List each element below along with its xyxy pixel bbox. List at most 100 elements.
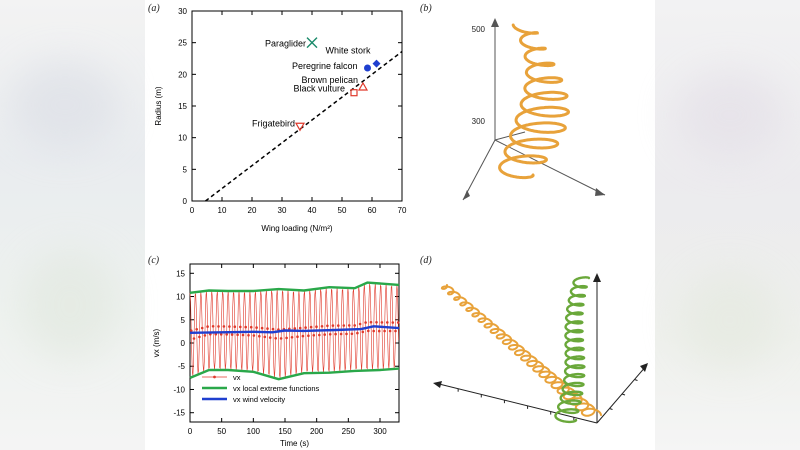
vx-marker (342, 324, 346, 327)
right-background-margin (655, 0, 800, 450)
vx-marker (328, 333, 332, 336)
vx-marker (293, 327, 297, 330)
vx-marker (198, 335, 201, 339)
vertical-trajectory-helix (554, 276, 591, 424)
upper-extreme-line (189, 281, 400, 294)
vx-marker (222, 325, 226, 328)
vx-marker (239, 325, 242, 329)
vx-marker (206, 325, 209, 328)
y-tick-label: 15 (176, 269, 185, 278)
x-tick-label: 10 (218, 206, 227, 215)
z-axis-arrow-icon (593, 273, 601, 282)
vx-marker (350, 332, 354, 336)
y-tick-label: 15 (178, 102, 187, 111)
panel-label-c: (c) (148, 255, 160, 266)
x-tick-label: 300 (373, 427, 387, 436)
vx-marker (255, 326, 258, 329)
vx-marker (285, 336, 288, 340)
point-white-stork-label: White stork (325, 46, 371, 56)
x-tick-label: 250 (342, 427, 356, 436)
legend-extreme-label: vx local extreme functions (233, 384, 320, 393)
z-tick-label-500: 500 (472, 25, 486, 34)
vx-marker (195, 328, 198, 331)
vx-marker (307, 334, 310, 337)
x-axis (462, 139, 496, 201)
x-tick-label: 20 (248, 206, 257, 215)
y-axis-tick (634, 379, 638, 381)
vx-marker (211, 325, 215, 328)
y-tick-label: 10 (176, 293, 185, 302)
background-blur (675, 70, 785, 160)
vx-marker (200, 326, 204, 330)
legend-vx-label: vx (233, 373, 241, 382)
point-brown-pelican (357, 81, 369, 91)
x-tick-label: 40 (308, 206, 317, 215)
vx-marker (318, 333, 321, 337)
vx-marker (326, 324, 329, 328)
x-tick-label: 50 (338, 206, 347, 215)
y-tick-label: 0 (183, 197, 188, 206)
y-tick-label: 20 (178, 70, 187, 79)
z-tick-label-300: 300 (472, 117, 486, 126)
x-tick-label: 70 (398, 206, 407, 215)
vx-marker (252, 334, 256, 337)
y-tick-label: -15 (173, 409, 185, 418)
vx-marker (236, 333, 239, 337)
vx-marker (301, 334, 305, 338)
x-axis-arrow-icon (463, 190, 470, 200)
y-tick-label: 30 (178, 7, 187, 16)
vx-time-series-chart: 0 50 100 150 200 250 300 -15 -10 -5 0 5 10 15 Time (s)… (152, 263, 400, 448)
point-peregrine-falcon-label: Peregrine falcon (292, 61, 358, 71)
x-tick-label: 50 (217, 427, 226, 436)
y-tick-label: 25 (178, 39, 187, 48)
y-tick-label: 5 (183, 165, 188, 174)
wind-velocity-line (189, 325, 400, 334)
y-tick-label: 0 (181, 339, 186, 348)
x-axis (434, 382, 598, 424)
y-axis-label: vx (m/s) (152, 328, 161, 357)
vx-marker (219, 333, 223, 336)
vx-marker (268, 336, 272, 339)
point-black-vulture (350, 89, 358, 97)
vx-marker (230, 333, 234, 336)
vx-marker (372, 329, 375, 333)
vx-marker (228, 325, 231, 328)
vx-marker (347, 324, 351, 327)
y-axis-tick (609, 408, 613, 410)
y-tick-label: 5 (181, 316, 186, 325)
vx-marker (361, 330, 365, 334)
y-axis-label: Radius (m) (154, 86, 163, 125)
vx-marker (337, 324, 340, 327)
point-white-stork (372, 59, 381, 68)
point-paraglider-label: Paraglider (265, 39, 306, 49)
vx-marker (263, 335, 267, 339)
vx-marker (266, 327, 269, 330)
vx-marker (192, 337, 196, 340)
x-axis-arrow-icon (433, 381, 442, 388)
vx-marker (364, 321, 367, 324)
vx-marker (383, 329, 386, 333)
x-axis-label: Wing loading (N/m²) (261, 224, 332, 233)
glider-trajectory-helix (498, 23, 571, 180)
vx-marker (396, 321, 400, 324)
y-tick-label: -10 (173, 385, 185, 394)
y-tick-label: -5 (178, 362, 186, 371)
panel-label-b: (b) (420, 3, 432, 14)
vx-marker (225, 333, 228, 336)
left-background-margin (0, 0, 145, 450)
vx-marker (367, 329, 370, 333)
axes-3d-d (434, 275, 648, 424)
background-blur (20, 250, 120, 360)
x-axis-label: Time (s) (280, 439, 309, 448)
y-axis-arrow-icon (640, 363, 648, 372)
vx-marker (214, 333, 218, 336)
vx-series-line (189, 283, 399, 378)
vx-marker (203, 334, 207, 337)
background-blur (680, 270, 780, 370)
vx-marker (247, 334, 250, 337)
vx-marker (241, 333, 245, 337)
x-tick-label: 200 (310, 427, 324, 436)
vx-marker (190, 329, 193, 332)
vx-marker (369, 320, 373, 324)
vx-marker (391, 321, 395, 324)
